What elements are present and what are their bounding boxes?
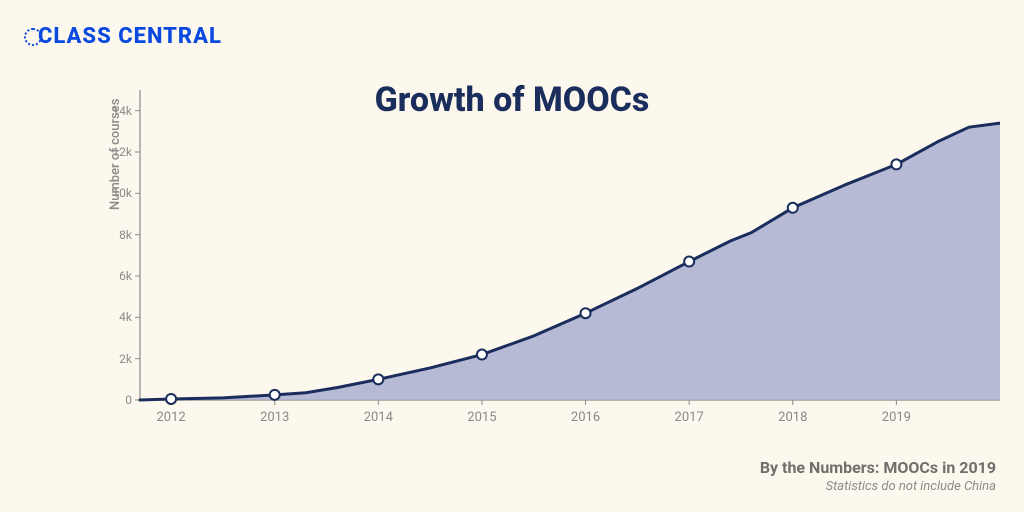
x-tick-label: 2016 [571,410,600,425]
y-tick-label: 8k [102,228,132,242]
footer-sub: Statistics do not include China [760,479,996,494]
x-tick-label: 2019 [882,410,911,425]
y-tick-label: 10k [102,186,132,200]
x-tick-label: 2018 [778,410,807,425]
y-tick-label: 2k [102,352,132,366]
footer-main: By the Numbers: MOOCs in 2019 [760,458,996,477]
x-tick-label: 2017 [675,410,704,425]
logo-text: CLASS CENTRAL [38,24,222,49]
y-tick-label: 12k [102,145,132,159]
y-tick-label: 14k [102,104,132,118]
area-chart-svg [100,90,1000,430]
logo-icon [24,28,42,46]
x-tick-label: 2014 [364,410,393,425]
brand-logo: CLASS CENTRAL [24,24,222,49]
y-tick-label: 4k [102,310,132,324]
x-tick-label: 2013 [260,410,289,425]
y-tick-label: 0 [102,393,132,407]
footer: By the Numbers: MOOCs in 2019 Statistics… [760,458,996,494]
chart-area [100,90,1000,430]
x-tick-label: 2012 [156,410,185,425]
y-tick-label: 6k [102,269,132,283]
x-tick-label: 2015 [467,410,496,425]
